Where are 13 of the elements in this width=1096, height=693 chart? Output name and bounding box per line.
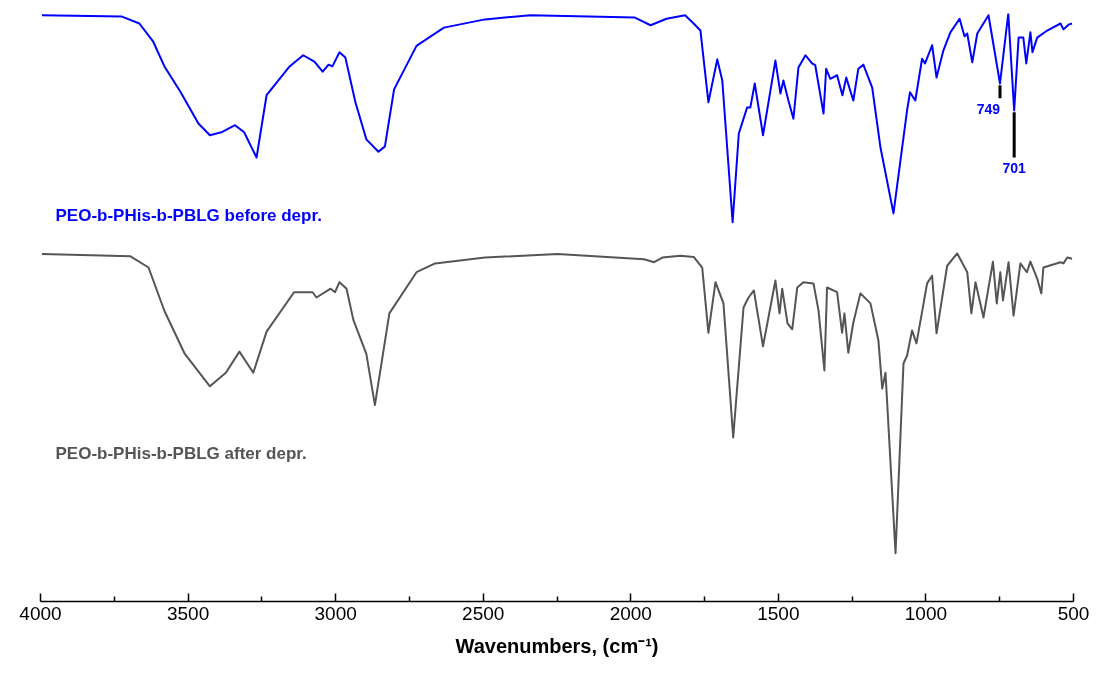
x-tick-label: 1000 [904, 602, 948, 624]
x-tick-label: 3500 [166, 602, 210, 624]
annotation: 701 [1002, 160, 1027, 177]
text: PEO-b-PHis-b-PBLG after depr. [55, 444, 307, 464]
text: PEO-b-PHis-b-PBLG before depr. [55, 205, 322, 225]
x-tick-label: 500 [1057, 602, 1090, 624]
x-tick-label: 4000 [19, 602, 62, 624]
x-tick-label: 2500 [462, 602, 505, 624]
x-tick-label: 2000 [609, 602, 652, 624]
annotation: 749 [976, 101, 1001, 118]
x-tick-label: 3000 [314, 602, 357, 624]
x-tick-label: 1500 [757, 602, 800, 624]
x-axis-title: Wavenumbers, (cm⁻¹) [455, 634, 659, 657]
